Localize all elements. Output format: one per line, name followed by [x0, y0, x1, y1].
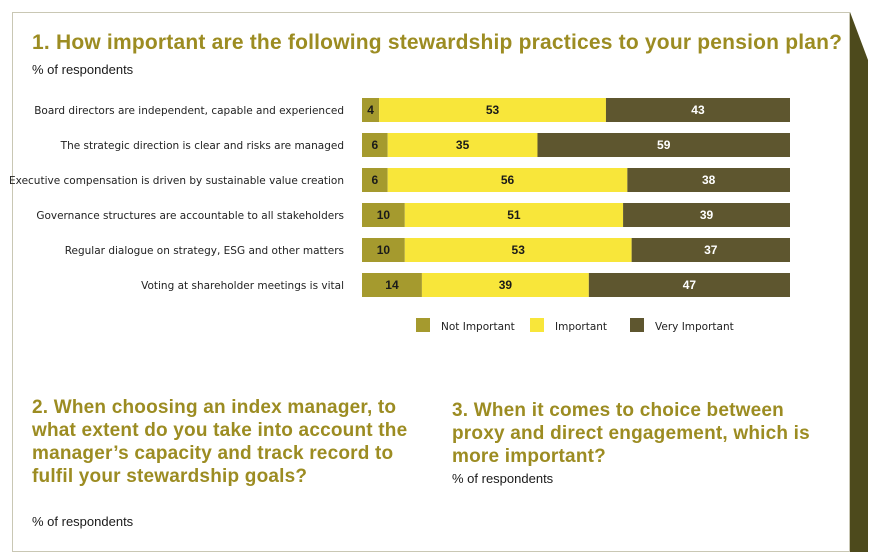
- bar-segment-important: [404, 203, 624, 227]
- bar-segment-important: [387, 168, 628, 192]
- bar-segment-important: [421, 273, 589, 297]
- question-2-subtitle: % of respondents: [32, 514, 134, 529]
- legend-swatch: [630, 318, 644, 332]
- data-label: 14: [385, 278, 399, 292]
- data-label: 51: [507, 208, 521, 222]
- bar-segment-very-important: [605, 98, 790, 122]
- data-label: 47: [683, 278, 697, 292]
- question-2-title: 2. When choosing an index manager, to wh…: [32, 397, 408, 487]
- card-edge-shadow: [850, 12, 868, 552]
- bar-segment-not-important: [362, 168, 388, 192]
- data-label: 4: [367, 103, 374, 117]
- legend-swatch: [530, 318, 544, 332]
- category-label: The strategic direction is clear and ris…: [60, 140, 344, 152]
- category-label: Executive compensation is driven by sust…: [9, 175, 344, 187]
- data-label: 39: [499, 278, 513, 292]
- question-3-subtitle: % of respondents: [452, 471, 554, 486]
- data-label: 53: [512, 243, 526, 257]
- data-label: 35: [456, 138, 470, 152]
- stewardship-importance-chart: Board directors are independent, capable…: [9, 98, 790, 333]
- bar-segment-not-important: [362, 238, 405, 262]
- bar-segment-not-important: [362, 98, 380, 122]
- legend-label: Very Important: [655, 321, 734, 333]
- bar-segment-very-important: [627, 168, 790, 192]
- question-1-subtitle: % of respondents: [32, 62, 134, 77]
- data-label: 10: [377, 243, 391, 257]
- category-label: Governance structures are accountable to…: [36, 210, 344, 222]
- data-label: 43: [691, 103, 705, 117]
- data-label: 53: [486, 103, 500, 117]
- data-label: 6: [371, 173, 378, 187]
- bar-segment-not-important: [362, 273, 422, 297]
- data-label: 59: [657, 138, 671, 152]
- bar-segment-important: [387, 133, 538, 157]
- legend-label: Not Important: [441, 321, 515, 333]
- data-label: 39: [700, 208, 714, 222]
- data-label: 37: [704, 243, 718, 257]
- bar-segment-very-important: [537, 133, 790, 157]
- bar-segment-not-important: [362, 133, 388, 157]
- category-label: Voting at shareholder meetings is vital: [141, 280, 344, 292]
- data-label: 10: [377, 208, 391, 222]
- legend-label: Important: [555, 321, 607, 333]
- data-label: 6: [371, 138, 378, 152]
- data-label: 56: [501, 173, 515, 187]
- question-3-title: 3. When it comes to choice between proxy…: [452, 400, 810, 467]
- bar-segment-very-important: [623, 203, 790, 227]
- bar-segment-very-important: [631, 238, 790, 262]
- legend-swatch: [416, 318, 430, 332]
- category-label: Board directors are independent, capable…: [34, 105, 344, 117]
- bar-segment-important: [379, 98, 606, 122]
- bar-segment-important: [404, 238, 632, 262]
- data-label: 38: [702, 173, 716, 187]
- question-1-title: 1. How important are the following stewa…: [32, 31, 843, 54]
- bar-segment-very-important: [588, 273, 790, 297]
- category-label: Regular dialogue on strategy, ESG and ot…: [65, 245, 344, 257]
- bar-segment-not-important: [362, 203, 405, 227]
